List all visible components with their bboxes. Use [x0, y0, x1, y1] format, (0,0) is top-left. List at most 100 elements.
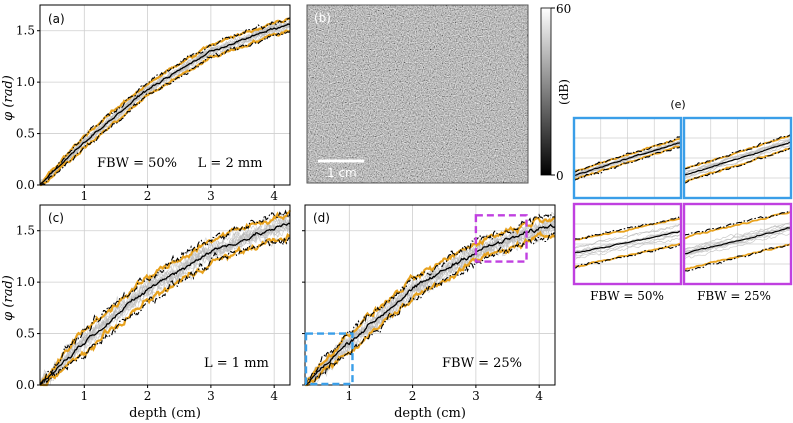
x-tick-label: 1	[80, 189, 88, 203]
x-tick-label: 1	[80, 389, 88, 403]
lower-bound-dashdot	[40, 31, 291, 186]
inset-realization-trace	[683, 139, 792, 175]
mean-trace	[39, 23, 291, 185]
realization-trace	[40, 218, 291, 386]
inset-realization-trace	[683, 228, 792, 255]
inset-frame	[682, 202, 793, 286]
panel-c-ticks: 1 2 3 4 0.0 0.5 1.0 1.5	[16, 224, 278, 403]
x-tick-label: 2	[144, 189, 152, 203]
panel-d-annotation: FBW = 25%	[442, 356, 522, 371]
zoom-box-magenta	[474, 214, 528, 263]
x-tick-label: 3	[472, 389, 480, 403]
colorbar-max-label: 60	[556, 2, 571, 16]
inset-realization-trace	[683, 225, 792, 252]
y-tick-label: 0.5	[16, 127, 35, 141]
inset-25-magenta	[682, 202, 793, 286]
y-tick-label: 1.5	[16, 224, 35, 238]
upper-bound-orange	[304, 215, 556, 386]
lower-bound-orange	[40, 29, 291, 187]
x-tick-label: 3	[207, 189, 215, 203]
inset-bound-dashdot	[573, 243, 682, 269]
mean-trace	[39, 222, 291, 386]
realization-trace	[39, 25, 291, 185]
inset-bound-dashdot	[683, 210, 792, 237]
inset-mean-trace	[573, 230, 682, 254]
x-tick-label: 2	[409, 389, 417, 403]
inset-frame	[682, 116, 793, 200]
panel-d-xlabel: depth (cm)	[394, 406, 466, 421]
inset-label-25: FBW = 25%	[697, 289, 771, 303]
panel-a-ylabel: φ (rad)	[1, 75, 16, 121]
inset-label-50: FBW = 50%	[590, 289, 664, 303]
x-tick-label: 4	[270, 389, 278, 403]
inset-bound-orange	[573, 217, 682, 242]
x-tick-label: 4	[535, 389, 543, 403]
inset-bound-dashdot	[573, 216, 682, 240]
y-tick-label: 1.5	[16, 24, 35, 38]
inset-realization-trace	[573, 234, 682, 257]
panel-d: 1 2 3 4 (d) FBW = 25% depth (cm)	[302, 204, 556, 421]
panel-c-xlabel: depth (cm)	[129, 406, 201, 421]
y-tick-label: 0.0	[16, 178, 35, 192]
panel-c-frame	[39, 204, 291, 386]
upper-bound-dashdot	[304, 212, 556, 386]
inset-bound-orange	[573, 137, 682, 173]
panel-e: (e) FBW = 50% FBW = 25%	[572, 98, 793, 303]
lower-bound-dashdot	[305, 232, 556, 386]
upper-bound-dashdot	[40, 209, 291, 387]
realization-trace	[39, 219, 291, 386]
inset-bound-orange	[683, 147, 792, 184]
inset-realization-trace	[683, 233, 792, 260]
panel-c: 1 2 3 4 0.0 0.5 1.0 1.5 (c) L = 1 mm φ (rad) de…	[1, 204, 292, 421]
inset-realization-trace	[573, 223, 682, 248]
colorbar	[540, 7, 552, 176]
panel-d-traces	[304, 212, 556, 387]
inset-bound-orange	[573, 242, 682, 268]
x-tick-label: 4	[270, 189, 278, 203]
colorbar-min-label: 0	[556, 169, 564, 183]
inset-bound-dashdot	[683, 133, 792, 170]
scale-bar-label: 1 cm	[327, 166, 357, 180]
y-tick-label: 1.0	[16, 275, 35, 289]
inset-mean-trace	[683, 227, 792, 255]
panel-d-zoom-boxes	[304, 214, 528, 386]
colorbar-unit-label: (dB)	[557, 79, 571, 105]
panel-c-annotation: L = 1 mm	[204, 356, 269, 371]
inset-frame	[572, 202, 683, 286]
y-tick-label: 0.5	[16, 327, 35, 341]
panel-b: (b) 1 cm 60 0 (dB)	[306, 2, 571, 184]
inset-realization-trace	[573, 236, 682, 260]
bmode-image	[307, 5, 528, 183]
mean-trace	[304, 223, 556, 386]
inset-50-magenta	[572, 202, 683, 286]
lower-bound-orange	[40, 232, 291, 387]
inset-bound-dashdot	[683, 243, 792, 272]
inset-mean-trace	[683, 141, 792, 177]
realization-trace	[39, 20, 291, 184]
y-tick-label: 0.0	[16, 378, 35, 392]
panel-d-ticks: 1 2 3 4	[302, 230, 543, 403]
inset-bound-dashdot	[573, 145, 682, 182]
zoom-box-blue	[304, 332, 354, 386]
inset-bound-dashdot	[573, 135, 682, 173]
panel-b-label: (b)	[314, 11, 331, 25]
upper-bound-orange	[39, 17, 291, 186]
inset-realization-trace	[683, 225, 792, 253]
inset-realization-trace	[683, 221, 792, 249]
x-tick-label: 3	[207, 389, 215, 403]
x-tick-label: 2	[144, 389, 152, 403]
panel-c-ylabel: φ (rad)	[1, 275, 16, 321]
panel-a-traces	[39, 17, 291, 187]
inset-25-blue	[682, 116, 793, 200]
inset-bound-dashdot	[683, 147, 792, 184]
inset-frame	[572, 116, 683, 200]
panel-a-frame	[39, 4, 291, 186]
bmode-image-frame	[306, 4, 529, 184]
panel-a: 1 2 3 40.00.51.01.5 (a) FBW = 50% L = 2 mm …	[1, 4, 291, 203]
inset-realization-trace	[683, 145, 792, 178]
inset-realization-trace	[573, 234, 682, 258]
panel-e-label: (e)	[670, 98, 685, 111]
x-tick-label: 1	[345, 389, 353, 403]
panel-d-frame	[304, 204, 556, 386]
